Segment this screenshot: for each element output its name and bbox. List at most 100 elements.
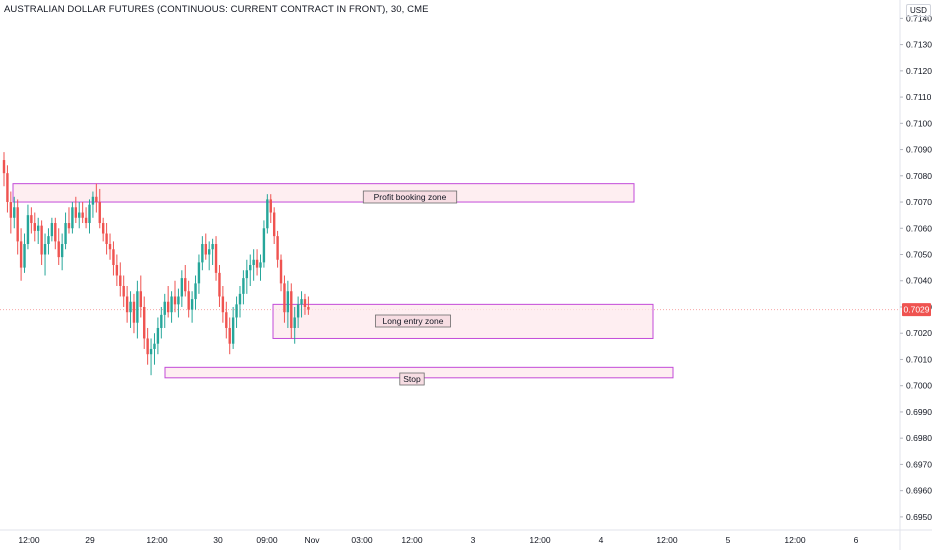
candle[interactable]: [149, 338, 153, 376]
candle[interactable]: [242, 270, 245, 305]
candle[interactable]: [266, 194, 269, 234]
candle[interactable]: [125, 285, 129, 323]
candle[interactable]: [136, 280, 139, 339]
candle[interactable]: [307, 296, 310, 315]
candle[interactable]: [184, 265, 187, 297]
candle[interactable]: [143, 296, 146, 349]
candle[interactable]: [108, 233, 112, 260]
candle[interactable]: [13, 196, 16, 229]
candle[interactable]: [180, 270, 184, 307]
annotation-label[interactable]: Long entry zone: [383, 316, 444, 326]
candle[interactable]: [177, 288, 180, 318]
candle[interactable]: [238, 285, 242, 318]
candle[interactable]: [2, 152, 6, 187]
candle[interactable]: [43, 233, 47, 276]
candle[interactable]: [262, 220, 266, 268]
candle[interactable]: [208, 241, 211, 271]
annotation-zone-0[interactable]: [12, 183, 635, 203]
candle[interactable]: [204, 233, 207, 260]
candle[interactable]: [78, 202, 81, 229]
candle[interactable]: [286, 280, 290, 328]
candle[interactable]: [40, 220, 43, 265]
candle[interactable]: [105, 223, 108, 255]
candle[interactable]: [197, 254, 201, 294]
candle[interactable]: [47, 228, 50, 255]
candle[interactable]: [6, 165, 9, 213]
candle[interactable]: [296, 296, 300, 328]
candle[interactable]: [67, 207, 71, 234]
candle[interactable]: [293, 306, 296, 344]
candle[interactable]: [245, 259, 249, 294]
candle[interactable]: [279, 254, 283, 292]
candle[interactable]: [218, 265, 221, 307]
candle[interactable]: [252, 249, 255, 281]
candle[interactable]: [272, 207, 276, 245]
candle[interactable]: [259, 254, 262, 281]
candle[interactable]: [84, 207, 88, 229]
candle[interactable]: [228, 317, 231, 355]
candle[interactable]: [187, 280, 190, 318]
candle[interactable]: [50, 217, 54, 242]
candle[interactable]: [122, 275, 125, 307]
candle[interactable]: [33, 212, 36, 242]
candle[interactable]: [156, 317, 160, 355]
candle[interactable]: [163, 293, 166, 328]
annotation-label[interactable]: Stop: [403, 374, 421, 384]
candle[interactable]: [255, 249, 259, 276]
candle[interactable]: [201, 236, 204, 271]
candle[interactable]: [153, 333, 156, 365]
candle[interactable]: [276, 230, 279, 268]
candle[interactable]: [225, 301, 228, 339]
candle[interactable]: [139, 275, 142, 318]
candle[interactable]: [60, 233, 64, 271]
candle[interactable]: [132, 293, 136, 334]
candle[interactable]: [214, 236, 218, 281]
candle[interactable]: [119, 262, 122, 297]
candle[interactable]: [170, 291, 173, 323]
candle[interactable]: [30, 207, 33, 234]
candle[interactable]: [160, 306, 163, 339]
candle[interactable]: [166, 285, 170, 318]
candle[interactable]: [194, 275, 197, 310]
candle[interactable]: [101, 217, 105, 242]
annotation-zone-1[interactable]: [272, 303, 654, 339]
candle[interactable]: [54, 217, 57, 250]
candle[interactable]: [88, 199, 91, 234]
currency-badge[interactable]: USD: [906, 4, 931, 17]
candle[interactable]: [129, 291, 132, 328]
candle[interactable]: [64, 212, 67, 250]
candle[interactable]: [249, 254, 252, 286]
candle[interactable]: [9, 191, 13, 234]
candle[interactable]: [81, 202, 84, 224]
candle[interactable]: [283, 275, 286, 323]
candle[interactable]: [303, 293, 307, 315]
candle[interactable]: [112, 241, 115, 276]
candle[interactable]: [146, 327, 149, 365]
annotation-label[interactable]: Profit booking zone: [374, 192, 447, 202]
candle[interactable]: [98, 188, 101, 229]
candle[interactable]: [91, 191, 95, 218]
candle[interactable]: [19, 228, 23, 281]
candle[interactable]: [16, 199, 19, 255]
candle[interactable]: [23, 233, 26, 273]
candle[interactable]: [57, 228, 60, 265]
candle[interactable]: [190, 291, 194, 323]
candle[interactable]: [71, 202, 74, 234]
candle[interactable]: [221, 285, 225, 323]
candle[interactable]: [269, 194, 272, 224]
candle[interactable]: [26, 204, 30, 250]
candle[interactable]: [231, 306, 235, 349]
candle[interactable]: [115, 254, 119, 286]
candle[interactable]: [173, 280, 177, 313]
last-price-badge[interactable]: [902, 303, 931, 317]
candle[interactable]: [95, 183, 98, 213]
candle[interactable]: [37, 217, 40, 245]
candle-body: [132, 301, 136, 323]
candle[interactable]: [290, 283, 293, 339]
candle[interactable]: [300, 291, 303, 318]
candle[interactable]: [74, 196, 78, 224]
candle[interactable]: [211, 238, 214, 265]
candle[interactable]: [235, 296, 238, 328]
